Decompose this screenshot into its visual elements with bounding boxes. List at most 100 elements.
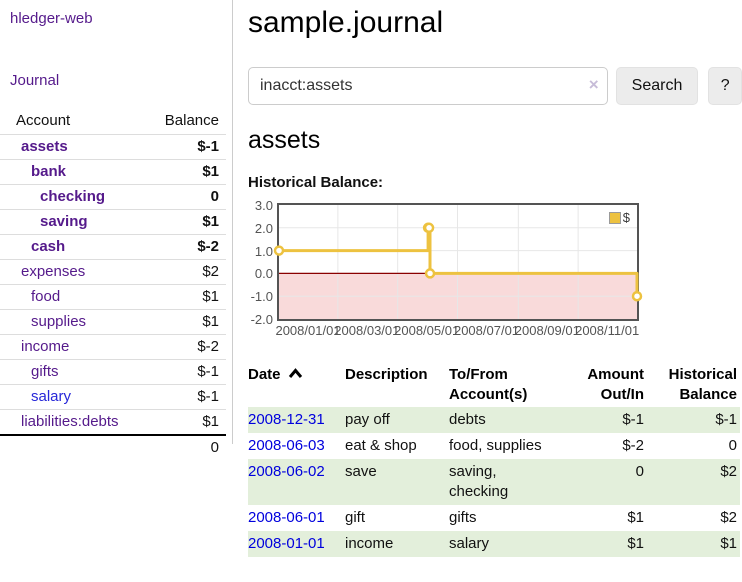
search-input-wrap: × <box>248 67 608 105</box>
register-row: 2008-01-01 income salary $1 $1 <box>248 531 740 557</box>
description-cell: gift <box>345 509 366 526</box>
account-link-checking[interactable]: checking <box>40 188 106 205</box>
y-tick-label: 3.0 <box>254 198 273 213</box>
account-link-gifts[interactable]: gifts <box>31 363 59 380</box>
transaction-date-link[interactable]: 2008-06-03 <box>248 437 325 454</box>
sidebar: hledger-web Journal Account Balance asse… <box>0 0 233 460</box>
register-header-row: Date Description To/From Account(s) Amou… <box>248 363 740 407</box>
account-link-salary[interactable]: salary <box>31 388 72 405</box>
account-link-assets[interactable]: assets <box>21 138 68 155</box>
x-tick-label: 2008/09/01 <box>514 323 580 338</box>
account-balance: $1 <box>202 163 219 180</box>
sidebar-item-journal[interactable]: Journal <box>10 72 60 89</box>
account-heading: assets <box>248 126 321 154</box>
search-input[interactable] <box>248 67 608 105</box>
account-link-bank[interactable]: bank <box>31 163 67 180</box>
account-row: cash $-2 <box>0 234 226 260</box>
y-tick-label: -1.0 <box>250 289 273 305</box>
column-header-accounts: To/From Account(s) <box>449 366 528 403</box>
legend-swatch <box>608 211 621 224</box>
balance-cell: $-1 <box>715 411 737 428</box>
account-link-cash[interactable]: cash <box>31 238 66 255</box>
description-cell: save <box>345 463 377 480</box>
y-tick-label: -2.0 <box>250 312 273 327</box>
account-row: saving $1 <box>0 209 226 235</box>
account-link-saving[interactable]: saving <box>40 213 88 230</box>
amount-cell: $-1 <box>622 411 644 428</box>
chart-legend: $ <box>608 210 630 225</box>
account-balance: $2 <box>202 263 219 280</box>
account-link-food[interactable]: food <box>31 288 61 305</box>
description-cell: income <box>345 535 394 552</box>
chart-plot: $ <box>273 203 643 321</box>
accounts-cell: food, supplies <box>449 437 542 454</box>
account-link-liabilities-debts[interactable]: liabilities:debts <box>21 413 119 430</box>
description-cell: eat & shop <box>345 437 417 454</box>
search-form: × Search ? <box>248 67 742 105</box>
accounts-header-account: Account <box>0 109 150 135</box>
accounts-cell: saving, checking <box>449 463 509 500</box>
y-tick-label: 1.0 <box>254 243 273 259</box>
account-row: gifts $-1 <box>0 359 226 385</box>
amount-cell: $1 <box>627 509 644 526</box>
register-row: 2008-12-31 pay off debts $-1 $-1 <box>248 407 740 433</box>
transaction-date-link[interactable]: 2008-06-02 <box>248 463 325 480</box>
search-button[interactable]: Search <box>615 67 699 105</box>
accounts-cell: salary <box>449 535 490 552</box>
register-row: 2008-06-01 gift gifts $1 $2 <box>248 505 740 531</box>
x-tick-label: 2008/11/01 <box>575 323 640 338</box>
accounts-cell: gifts <box>449 509 477 526</box>
date-header-label: Date <box>248 366 281 383</box>
amount-cell: $1 <box>627 535 644 552</box>
balance-cell: 0 <box>728 437 737 454</box>
accounts-table: Account Balance assets $-1 bank $1 check… <box>0 109 226 460</box>
balance-cell: $1 <box>720 535 737 552</box>
balance-chart: 3.0 2.0 1.0 0.0 -1.0 -2.0 $ 2008/01/01 2008/03… <box>248 198 643 340</box>
clear-search-icon[interactable]: × <box>588 75 599 94</box>
account-balance: $1 <box>202 288 219 305</box>
account-link-supplies[interactable]: supplies <box>31 313 87 330</box>
accounts-cell: debts <box>449 411 486 428</box>
account-balance: $1 <box>202 213 219 230</box>
register-row: 2008-06-03 eat & shop food, supplies $-2… <box>248 433 740 459</box>
app-title-link[interactable]: hledger-web <box>10 10 93 27</box>
account-link-income[interactable]: income <box>21 338 70 355</box>
help-button[interactable]: ? <box>708 67 742 105</box>
y-tick-label: 0.0 <box>254 266 273 282</box>
register-table: Date Description To/From Account(s) Amou… <box>248 363 740 557</box>
chart-x-axis: 2008/01/01 2008/03/01 2008/05/01 2008/07/01… <box>275 323 640 340</box>
account-row: checking 0 <box>0 184 226 210</box>
transaction-date-link[interactable]: 2008-01-01 <box>248 535 325 552</box>
accounts-total: 0 <box>149 434 226 460</box>
register-row: 2008-06-02 save saving, checking 0 $2 <box>248 459 740 505</box>
account-balance: $1 <box>202 313 219 330</box>
account-row: bank $1 <box>0 159 226 185</box>
account-row: assets $-1 <box>0 135 226 160</box>
x-tick-label: 2008/03/01 <box>334 323 400 338</box>
account-row: salary $-1 <box>0 384 226 410</box>
account-row: food $1 <box>0 284 226 310</box>
account-row: liabilities:debts $1 <box>0 409 226 436</box>
accounts-total-row: 0 <box>0 434 226 460</box>
column-header-date[interactable]: Date <box>248 363 345 407</box>
amount-cell: $-2 <box>622 437 644 454</box>
page-title: sample.journal <box>248 6 444 39</box>
account-balance: 0 <box>210 188 219 205</box>
account-row: expenses $2 <box>0 259 226 285</box>
description-cell: pay off <box>345 411 390 428</box>
sort-ascending-icon <box>288 365 303 385</box>
transaction-date-link[interactable]: 2008-06-01 <box>248 509 325 526</box>
account-row: income $-2 <box>0 334 226 360</box>
legend-label: $ <box>622 210 630 225</box>
chart-title: Historical Balance: <box>248 174 384 191</box>
column-header-amount: Amount Out/In <box>587 366 644 403</box>
balance-cell: $2 <box>720 509 737 526</box>
transaction-date-link[interactable]: 2008-12-31 <box>248 411 325 428</box>
account-balance: $-2 <box>197 338 219 355</box>
account-link-expenses[interactable]: expenses <box>21 263 86 280</box>
column-header-balance: Historical Balance <box>668 366 737 403</box>
y-tick-label: 2.0 <box>254 220 273 236</box>
column-header-description: Description <box>345 366 428 383</box>
x-tick-label: 2008/01/01 <box>275 323 341 338</box>
